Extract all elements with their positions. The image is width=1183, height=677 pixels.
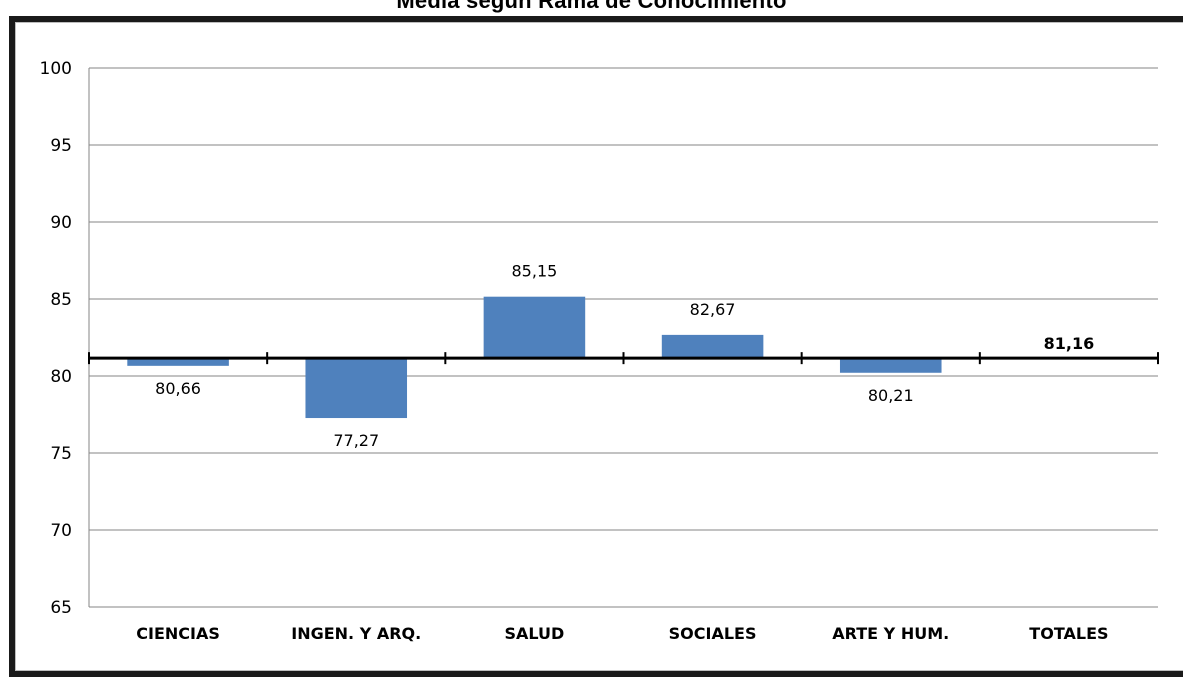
y-tick-label: 85 [50, 290, 72, 310]
chart-title: Media según Rama de Conocimiento [396, 0, 787, 13]
x-category-label: CIENCIAS [136, 624, 220, 643]
y-tick-label: 70 [50, 521, 72, 541]
y-tick-label: 90 [50, 213, 72, 233]
data-label: 82,67 [690, 300, 736, 319]
chart-frame [9, 16, 1183, 677]
x-category-label: SOCIALES [669, 624, 757, 643]
bar [127, 358, 229, 366]
bar [483, 296, 586, 359]
y-tick-label: 95 [50, 136, 72, 156]
y-tick-label: 65 [50, 598, 72, 618]
data-label: 85,15 [512, 262, 558, 281]
x-category-label: TOTALES [1029, 624, 1108, 643]
data-label: 80,66 [155, 379, 201, 398]
bar [839, 358, 942, 373]
data-label: 80,21 [868, 386, 914, 405]
bar [305, 358, 408, 419]
bar [661, 334, 764, 359]
y-tick-label: 80 [50, 367, 72, 387]
x-category-label: SALUD [505, 624, 565, 643]
plot-area-border [15, 22, 1183, 671]
x-category-label: ARTE Y HUM. [832, 624, 949, 643]
y-tick-label: 100 [40, 59, 72, 79]
x-category-label: INGEN. Y ARQ. [291, 624, 421, 643]
data-label: 77,27 [333, 431, 379, 450]
data-label: 81,16 [1044, 334, 1095, 353]
y-tick-label: 75 [50, 444, 72, 464]
